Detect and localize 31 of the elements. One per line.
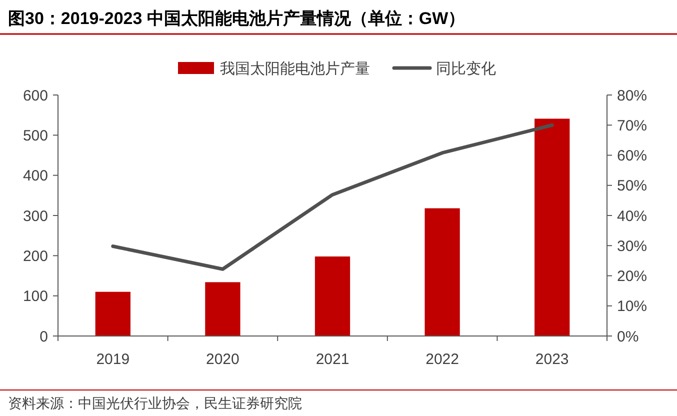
y2-tick-label: 60% <box>617 148 648 164</box>
y-tick-label: 300 <box>22 208 48 225</box>
legend-label: 我国太阳能电池片产量 <box>220 60 370 78</box>
y2-tick-label: 40% <box>617 208 648 225</box>
x-tick-label: 2022 <box>426 351 459 368</box>
y2-tick-label: 70% <box>617 117 648 134</box>
x-tick-label: 2021 <box>316 351 350 368</box>
chart-title: 图30：2019-2023 中国太阳能电池片产量情况（单位：GW） <box>8 9 466 28</box>
y2-tick-label: 30% <box>617 238 648 255</box>
x-tick-label: 2020 <box>206 351 240 368</box>
y2-tick-label: 20% <box>617 268 648 285</box>
x-tick-label: 2023 <box>535 351 569 368</box>
y-tick-label: 400 <box>22 168 48 185</box>
line-series <box>111 123 554 271</box>
text: 资料来源：中国光伏行业协会，民生证券研究院 <box>8 395 302 411</box>
y-tick-label: 0 <box>40 328 48 346</box>
y-tick-label: 200 <box>22 248 48 265</box>
bar <box>424 208 460 336</box>
y2-tick-label: 0% <box>617 328 639 346</box>
y-tick-label: 600 <box>22 87 48 104</box>
bar <box>534 118 570 336</box>
bar <box>95 292 130 336</box>
y-tick-label: 500 <box>22 127 48 144</box>
y-tick-label: 100 <box>22 288 48 306</box>
bar <box>205 282 240 336</box>
x-tick-label: 2019 <box>96 351 130 368</box>
y2-tick-label: 80% <box>617 87 648 104</box>
bar <box>314 256 350 336</box>
legend-label: 同比变化 <box>436 60 496 78</box>
y2-tick-label: 50% <box>617 178 648 195</box>
y2-tick-label: 10% <box>617 298 648 316</box>
